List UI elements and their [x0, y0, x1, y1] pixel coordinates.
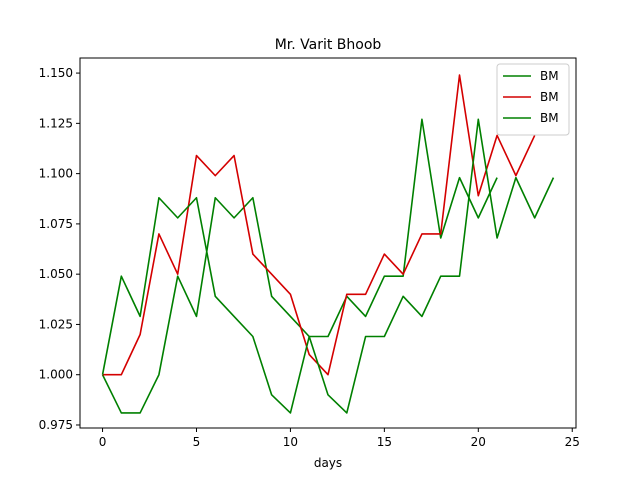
y-tick-label: 1.150	[39, 66, 73, 80]
y-tick-label: 1.025	[39, 317, 73, 331]
chart-title: Mr. Varit Bhoob	[275, 37, 382, 53]
x-tick-label: 25	[565, 435, 580, 449]
legend-label-3: BM	[540, 111, 559, 125]
y-tick-label: 1.075	[39, 217, 73, 231]
legend-label-1: BM	[540, 69, 559, 83]
series-line-3	[101, 118, 555, 414]
x-tick-label: 15	[377, 435, 392, 449]
x-tick-label: 20	[471, 435, 486, 449]
y-tick-label: 1.100	[39, 167, 73, 181]
x-tick-label: 0	[99, 435, 107, 449]
x-tick-label: 5	[193, 435, 201, 449]
y-tick-label: 1.000	[39, 368, 73, 382]
x-axis-title: days	[314, 456, 342, 470]
y-tick-label: 0.975	[39, 418, 73, 432]
legend-label-2: BM	[540, 90, 559, 104]
axes-layer: 0 5 10 15 20 25 0.975 1.000 1.025 1.050 1.075 1.100…	[39, 57, 580, 449]
plot-layer	[101, 74, 555, 414]
axes-frame	[79, 57, 577, 429]
y-tick-label: 1.050	[39, 267, 73, 281]
x-tick-label: 10	[283, 435, 298, 449]
y-tick-label: 1.125	[39, 116, 73, 130]
legend: BM BM BM	[496, 63, 570, 136]
